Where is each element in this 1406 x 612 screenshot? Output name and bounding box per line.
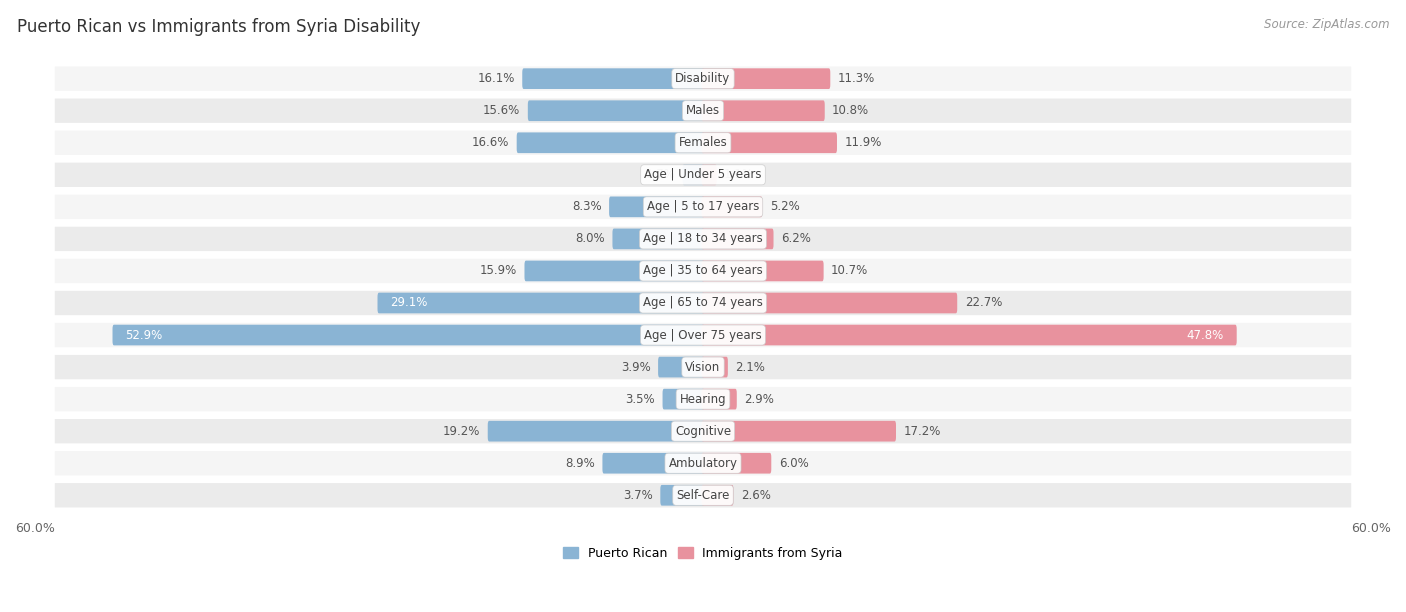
Text: Self-Care: Self-Care — [676, 489, 730, 502]
Text: Age | Over 75 years: Age | Over 75 years — [644, 329, 762, 341]
FancyBboxPatch shape — [55, 291, 1351, 315]
Text: 5.2%: 5.2% — [770, 200, 800, 214]
FancyBboxPatch shape — [661, 485, 704, 506]
FancyBboxPatch shape — [682, 165, 704, 185]
Text: 1.1%: 1.1% — [724, 168, 754, 181]
FancyBboxPatch shape — [702, 261, 824, 282]
FancyBboxPatch shape — [662, 389, 704, 409]
FancyBboxPatch shape — [377, 293, 704, 313]
Text: Age | Under 5 years: Age | Under 5 years — [644, 168, 762, 181]
FancyBboxPatch shape — [55, 99, 1351, 123]
FancyBboxPatch shape — [702, 421, 896, 441]
Text: 2.1%: 2.1% — [735, 360, 765, 373]
FancyBboxPatch shape — [613, 228, 704, 249]
FancyBboxPatch shape — [702, 228, 773, 249]
Text: 8.3%: 8.3% — [572, 200, 602, 214]
Text: Puerto Rican vs Immigrants from Syria Disability: Puerto Rican vs Immigrants from Syria Di… — [17, 18, 420, 36]
Text: 29.1%: 29.1% — [389, 296, 427, 310]
Text: Females: Females — [679, 136, 727, 149]
Text: 3.9%: 3.9% — [621, 360, 651, 373]
FancyBboxPatch shape — [55, 67, 1351, 91]
Text: Age | 35 to 64 years: Age | 35 to 64 years — [643, 264, 763, 277]
Text: 11.9%: 11.9% — [845, 136, 882, 149]
FancyBboxPatch shape — [488, 421, 704, 441]
Text: 16.1%: 16.1% — [478, 72, 515, 85]
Text: 15.9%: 15.9% — [479, 264, 517, 277]
FancyBboxPatch shape — [702, 196, 762, 217]
Text: 15.6%: 15.6% — [484, 104, 520, 118]
FancyBboxPatch shape — [55, 226, 1351, 251]
Text: 10.7%: 10.7% — [831, 264, 869, 277]
Text: 19.2%: 19.2% — [443, 425, 481, 438]
FancyBboxPatch shape — [602, 453, 704, 474]
Text: 16.6%: 16.6% — [472, 136, 509, 149]
FancyBboxPatch shape — [55, 483, 1351, 507]
Text: Males: Males — [686, 104, 720, 118]
FancyBboxPatch shape — [702, 389, 737, 409]
Text: 52.9%: 52.9% — [125, 329, 162, 341]
FancyBboxPatch shape — [702, 100, 825, 121]
Text: Hearing: Hearing — [679, 393, 727, 406]
FancyBboxPatch shape — [55, 163, 1351, 187]
FancyBboxPatch shape — [527, 100, 704, 121]
Text: 11.3%: 11.3% — [838, 72, 875, 85]
FancyBboxPatch shape — [55, 323, 1351, 347]
Text: 6.0%: 6.0% — [779, 457, 808, 470]
Legend: Puerto Rican, Immigrants from Syria: Puerto Rican, Immigrants from Syria — [558, 542, 848, 565]
FancyBboxPatch shape — [702, 69, 831, 89]
Text: 2.9%: 2.9% — [744, 393, 775, 406]
FancyBboxPatch shape — [702, 485, 734, 506]
Text: 3.7%: 3.7% — [623, 489, 652, 502]
FancyBboxPatch shape — [658, 357, 704, 378]
FancyBboxPatch shape — [55, 355, 1351, 379]
Text: 1.7%: 1.7% — [645, 168, 675, 181]
FancyBboxPatch shape — [516, 132, 704, 153]
Text: 8.0%: 8.0% — [575, 233, 605, 245]
Text: Source: ZipAtlas.com: Source: ZipAtlas.com — [1264, 18, 1389, 31]
Text: 6.2%: 6.2% — [780, 233, 811, 245]
FancyBboxPatch shape — [524, 261, 704, 282]
Text: 47.8%: 47.8% — [1187, 329, 1225, 341]
Text: 17.2%: 17.2% — [904, 425, 941, 438]
Text: 8.9%: 8.9% — [565, 457, 595, 470]
Text: Vision: Vision — [685, 360, 721, 373]
FancyBboxPatch shape — [55, 451, 1351, 476]
Text: Ambulatory: Ambulatory — [668, 457, 738, 470]
FancyBboxPatch shape — [609, 196, 704, 217]
FancyBboxPatch shape — [55, 130, 1351, 155]
Text: Disability: Disability — [675, 72, 731, 85]
FancyBboxPatch shape — [55, 419, 1351, 443]
FancyBboxPatch shape — [702, 325, 1237, 345]
Text: Cognitive: Cognitive — [675, 425, 731, 438]
Text: 3.5%: 3.5% — [626, 393, 655, 406]
Text: Age | 5 to 17 years: Age | 5 to 17 years — [647, 200, 759, 214]
Text: 22.7%: 22.7% — [965, 296, 1002, 310]
FancyBboxPatch shape — [522, 69, 704, 89]
Text: 2.6%: 2.6% — [741, 489, 770, 502]
FancyBboxPatch shape — [702, 453, 772, 474]
Text: Age | 18 to 34 years: Age | 18 to 34 years — [643, 233, 763, 245]
Text: Age | 65 to 74 years: Age | 65 to 74 years — [643, 296, 763, 310]
FancyBboxPatch shape — [55, 195, 1351, 219]
Text: 10.8%: 10.8% — [832, 104, 869, 118]
FancyBboxPatch shape — [702, 293, 957, 313]
FancyBboxPatch shape — [55, 259, 1351, 283]
FancyBboxPatch shape — [702, 357, 728, 378]
FancyBboxPatch shape — [702, 165, 717, 185]
FancyBboxPatch shape — [702, 132, 837, 153]
FancyBboxPatch shape — [112, 325, 704, 345]
FancyBboxPatch shape — [55, 387, 1351, 411]
